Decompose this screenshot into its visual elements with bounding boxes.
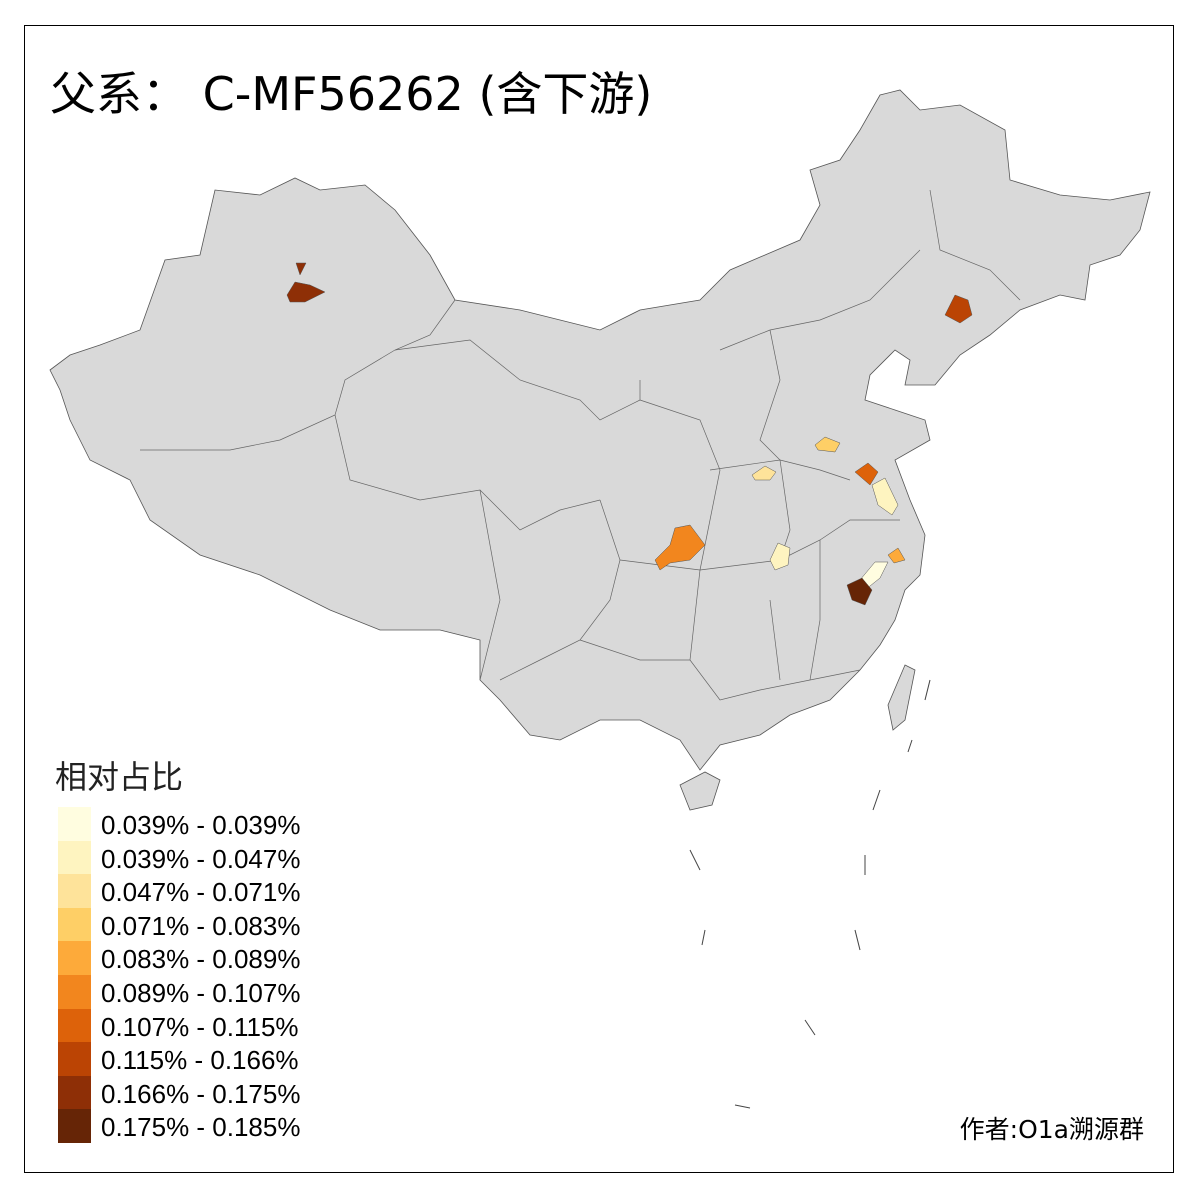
legend-label: 0.039% - 0.047% xyxy=(101,843,301,874)
province-borders xyxy=(140,189,1021,701)
legend-swatch xyxy=(58,840,91,875)
legend-item: 0.039% - 0.039% xyxy=(58,807,358,841)
legend-item: 0.175% - 0.185% xyxy=(58,1109,358,1143)
legend-label: 0.083% - 0.089% xyxy=(101,944,301,975)
legend-title: 相对占比 xyxy=(55,758,184,796)
legend-item: 0.047% - 0.071% xyxy=(58,874,358,908)
legend-label: 0.089% - 0.107% xyxy=(101,978,301,1008)
legend-item: 0.115% - 0.166% xyxy=(58,1042,358,1076)
region-jilin xyxy=(944,294,973,324)
legend-swatch xyxy=(58,1075,91,1110)
legend-item: 0.107% - 0.115% xyxy=(58,1008,358,1043)
region-shandong xyxy=(814,436,841,453)
legend-label: 0.039% - 0.039% xyxy=(101,810,301,840)
legend-label: 0.107% - 0.115% xyxy=(101,1011,299,1042)
region-xinjiang xyxy=(286,262,326,303)
region-henan xyxy=(751,465,777,481)
legend-swatch xyxy=(58,874,91,908)
hainan-island xyxy=(679,771,721,811)
legend-swatch xyxy=(58,1042,91,1076)
legend-swatch xyxy=(58,1008,91,1043)
author-credit: 作者:O1a溯源群 xyxy=(959,1115,1144,1144)
region-shaanxi-sichuan xyxy=(654,524,706,571)
region-jiangsu xyxy=(871,477,899,516)
legend-label: 0.166% - 0.175% xyxy=(101,1078,301,1109)
legend-swatch xyxy=(58,1109,91,1143)
legend-swatch xyxy=(58,975,91,1009)
taiwan-island xyxy=(887,664,916,731)
legend-item: 0.083% - 0.089% xyxy=(58,941,358,975)
plot-border xyxy=(24,25,1174,1173)
legend-item: 0.071% - 0.083% xyxy=(58,907,358,942)
legend-item: 0.166% - 0.175% xyxy=(58,1075,358,1110)
legend-swatch xyxy=(58,807,91,841)
legend-label: 0.071% - 0.083% xyxy=(101,910,301,941)
south-sea-islands xyxy=(689,679,931,1109)
legend-swatch xyxy=(58,907,91,942)
region-hubei xyxy=(769,542,791,571)
legend-swatch xyxy=(58,941,91,975)
map-title: 父系： C-MF56262 (含下游) xyxy=(50,67,653,121)
region-jiangsu-north xyxy=(854,462,879,486)
legend-item: 0.039% - 0.047% xyxy=(58,840,358,875)
region-zhejiang xyxy=(887,547,906,564)
legend-label: 0.047% - 0.071% xyxy=(101,877,301,908)
legend-label: 0.115% - 0.166% xyxy=(101,1045,299,1076)
legend-label: 0.175% - 0.185% xyxy=(101,1112,301,1143)
highlighted-regions xyxy=(286,262,973,606)
china-outline xyxy=(49,89,1151,771)
region-zhejiang-south xyxy=(846,577,873,606)
legend-item: 0.089% - 0.107% xyxy=(58,975,358,1009)
